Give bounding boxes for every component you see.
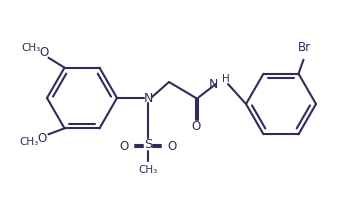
Text: O: O bbox=[38, 132, 47, 145]
Text: O: O bbox=[119, 140, 129, 152]
Text: Br: Br bbox=[298, 41, 311, 54]
Text: CH₃: CH₃ bbox=[138, 165, 158, 175]
Text: CH₃: CH₃ bbox=[21, 43, 40, 53]
Text: S: S bbox=[144, 138, 152, 152]
Text: N: N bbox=[209, 77, 218, 90]
Text: H: H bbox=[222, 74, 230, 84]
Text: O: O bbox=[40, 46, 49, 59]
Text: O: O bbox=[167, 140, 177, 152]
Text: O: O bbox=[192, 120, 201, 134]
Text: CH₃: CH₃ bbox=[19, 137, 38, 147]
Text: N: N bbox=[143, 92, 153, 104]
